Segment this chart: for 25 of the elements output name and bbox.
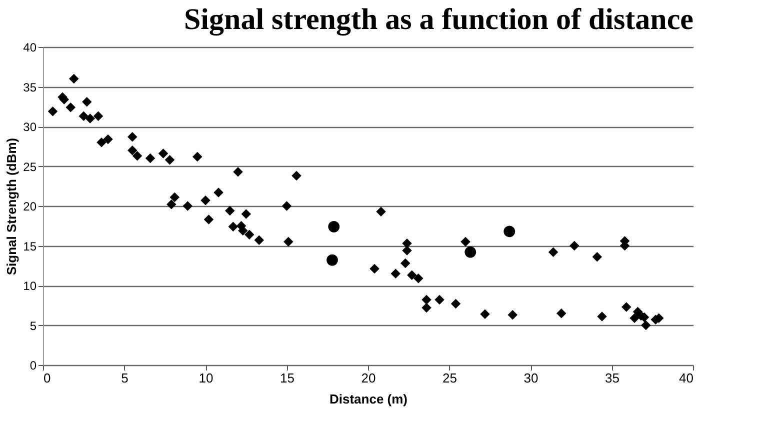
y-tick-label: 35 [23,80,37,94]
x-tick-label: 15 [280,370,294,386]
y-tick-label: 5 [30,318,37,333]
x-tick-label: 20 [361,370,376,386]
x-tick-label: 0 [44,370,51,386]
x-axis-title: Distance (m) [329,392,408,406]
y-tick-label: 0 [30,358,37,372]
point [464,246,476,258]
chart-title: Signal strength as a function of distance [184,3,694,36]
x-tick-label: 25 [442,370,457,386]
point [326,254,338,266]
x-tick-label: 40 [679,370,694,386]
point [328,220,340,232]
x-tick-label: 10 [198,370,214,386]
y-tick-label: 20 [23,200,37,214]
y-tick-label: 25 [23,160,37,174]
y-axis-title: Signal Strength (dBm) [4,138,20,276]
x-tick-label: 35 [605,370,620,386]
y-tick-label: 30 [23,120,37,134]
y-tick-label: 15 [23,239,37,254]
y-tick-label: 40 [23,40,37,54]
point [504,226,516,238]
y-tick-label: 10 [23,279,37,293]
x-tick-label: 30 [524,370,538,386]
x-tick-label: 5 [121,370,128,386]
